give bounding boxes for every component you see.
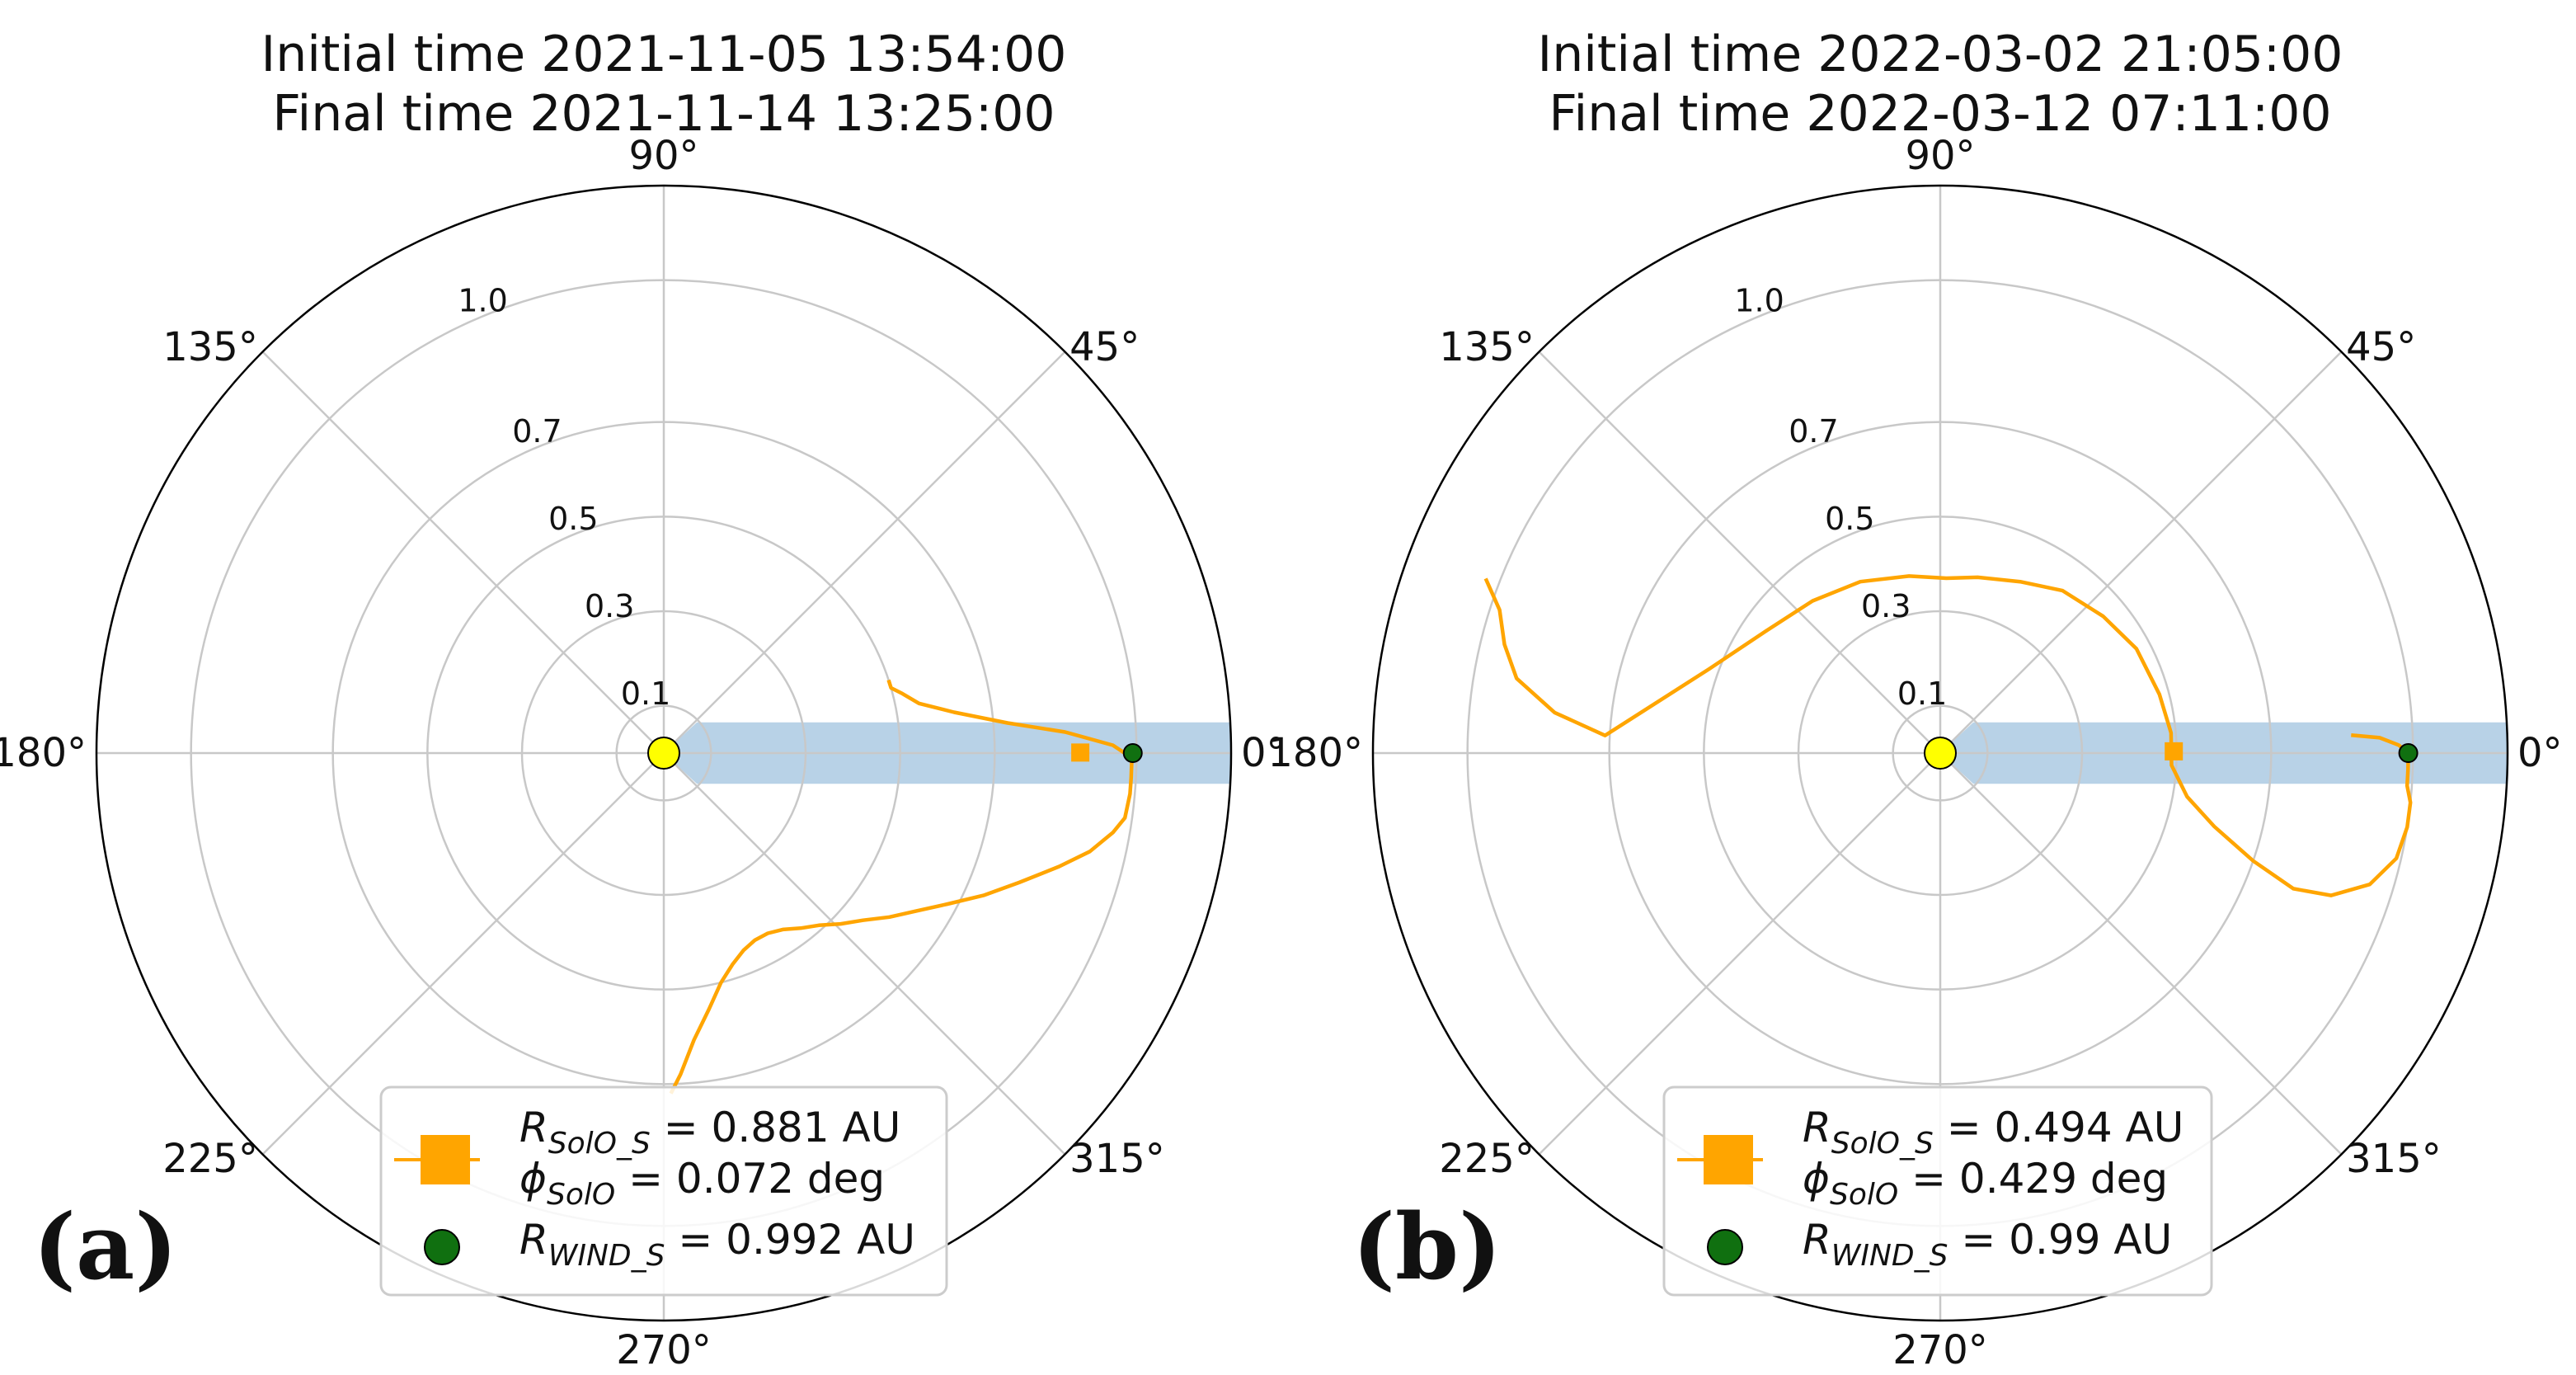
solo-position-marker (1071, 743, 1090, 762)
radial-gridline (331, 421, 996, 1085)
angle-tick-label: 315° (1069, 1136, 1165, 1182)
radial-gridline (426, 516, 901, 991)
angle-tick-label: 0° (1241, 730, 1286, 776)
panel-a-title-line-2: Final time 2021-11-14 13:25:00 (272, 85, 1055, 143)
radial-tick-label: 0.1 (1897, 676, 1947, 712)
radial-tick-label: 0.1 (621, 676, 670, 712)
angle-tick-label: 270° (616, 1327, 712, 1373)
radial-tick-label: 0.5 (548, 501, 598, 537)
panel-a-series-layer (647, 679, 1143, 1095)
radial-tick-label: 0.5 (1825, 501, 1874, 537)
panel-b: Initial time 2022-03-02 21:05:00 Final t… (1267, 26, 2562, 1373)
angle-tick-label: 0° (2517, 730, 2563, 776)
radial-gridline (1608, 421, 2273, 1085)
angle-tick-label: 225° (1439, 1136, 1535, 1182)
angle-tick-label: 135° (1439, 324, 1535, 370)
panel-a-label: (a) (33, 1194, 177, 1300)
legend-solo-square-icon (1704, 1135, 1753, 1184)
panel-a-title-line-1: Initial time 2021-11-05 13:54:00 (261, 26, 1067, 83)
legend-solo-phi-value: = 0.429 deg (1898, 1155, 2168, 1203)
legend-wind-r: RWIND_S = 0.99 AU (1803, 1216, 2172, 1273)
sun-marker (647, 737, 680, 770)
angle-tick-label: 135° (162, 324, 258, 370)
panel-b-radial-ticks: 0.1 0.3 0.5 0.7 1.0 (1734, 282, 1947, 712)
legend-wind-marker-icon (1707, 1229, 1743, 1265)
angle-tick-label: 180° (1267, 730, 1363, 776)
legend-wind-marker-icon (424, 1229, 460, 1265)
radial-gridline (1797, 610, 2084, 897)
panel-b-series-layer (1483, 574, 2419, 897)
legend-solo-r-subscript: SolO_S (548, 1127, 651, 1161)
legend-solo-phi-value: = 0.072 deg (615, 1155, 885, 1203)
angle-tick-label: 225° (162, 1136, 258, 1182)
panel-b-angle-ticks: 0° 45° 90° 135° 180° 225° 270° 315° (1267, 133, 2562, 1373)
legend-wind-r-subscript: WIND_S (548, 1239, 665, 1273)
radial-tick-label: 0.3 (1861, 588, 1911, 624)
angle-tick-label: 45° (1069, 324, 1140, 370)
panel-b-legend: RSolO_S = 0.494 AU ϕSolO = 0.429 deg RWI… (1662, 1085, 2213, 1297)
legend-wind-r-symbol: R (519, 1216, 548, 1264)
legend-solo-r-symbol: R (519, 1104, 548, 1151)
sun-marker (1924, 737, 1957, 770)
legend-solo-phi-subscript: SolO (547, 1178, 615, 1212)
legend-solo-phi: ϕSolO = 0.072 deg (519, 1155, 885, 1212)
panel-b-grid-layer (1371, 184, 2509, 1322)
panel-a-legend: RSolO_S = 0.881 AU ϕSolO = 0.072 deg RWI… (379, 1085, 948, 1297)
panel-b-label: (b) (1352, 1194, 1502, 1300)
solo-trajectory-line (1483, 574, 2413, 897)
legend-solo-phi: ϕSolO = 0.429 deg (1803, 1155, 2168, 1212)
legend-solo-phi-symbol: ϕ (519, 1155, 547, 1203)
legend-box (1662, 1085, 2213, 1297)
angle-tick-label: 270° (1892, 1327, 1988, 1373)
angle-tick-label: 315° (2346, 1136, 2442, 1182)
panel-a-angle-ticks: 0° 45° 90° 135° 180° 225° 270° 315° (0, 133, 1286, 1373)
legend-solo-square-icon (421, 1135, 470, 1184)
panel-b-title-line-1: Initial time 2022-03-02 21:05:00 (1538, 26, 2343, 83)
radial-gridline (520, 610, 807, 897)
radial-tick-label: 1.0 (1734, 282, 1784, 318)
angle-tick-label: 90° (628, 133, 698, 179)
panel-a: Initial time 2021-11-05 13:54:00 Final t… (0, 26, 1286, 1373)
legend-solo-phi-symbol: ϕ (1803, 1155, 1830, 1203)
legend-wind-r-value: = 0.992 AU (665, 1216, 915, 1264)
solo-position-marker (2165, 742, 2183, 760)
legend-solo-r-value: = 0.881 AU (651, 1104, 901, 1151)
wind-position-marker (2398, 743, 2419, 763)
legend-solo-r-symbol: R (1803, 1104, 1831, 1151)
panel-b-title-line-2: Final time 2022-03-12 07:11:00 (1549, 85, 2331, 143)
legend-solo-r-subscript: SolO_S (1831, 1127, 1934, 1161)
radial-tick-label: 0.7 (1789, 413, 1838, 450)
legend-solo-r: RSolO_S = 0.881 AU (519, 1104, 900, 1161)
legend-solo-r-value: = 0.494 AU (1934, 1104, 2184, 1151)
legend-solo-phi-subscript: SolO (1830, 1178, 1898, 1212)
legend-wind-r-subscript: WIND_S (1831, 1239, 1948, 1273)
legend-wind-r-symbol: R (1803, 1216, 1831, 1264)
angle-tick-label: 90° (1905, 133, 1975, 179)
solo-trajectory-line (669, 679, 1134, 1095)
polar-frame (95, 184, 1233, 1322)
polar-frame (1371, 184, 2509, 1322)
radial-gridline (1892, 704, 1989, 802)
radial-tick-label: 1.0 (458, 282, 507, 318)
legend-box (379, 1085, 948, 1297)
legend-wind-r: RWIND_S = 0.992 AU (519, 1216, 915, 1273)
radial-tick-label: 0.3 (585, 588, 634, 624)
angle-tick-label: 180° (0, 730, 87, 776)
legend-wind-r-value: = 0.99 AU (1948, 1216, 2172, 1264)
legend-solo-r: RSolO_S = 0.494 AU (1803, 1104, 2183, 1161)
panel-a-radial-ticks: 0.1 0.3 0.5 0.7 1.0 (458, 282, 670, 712)
radial-tick-label: 0.7 (512, 413, 562, 450)
wind-position-marker (1122, 743, 1143, 763)
angle-tick-label: 45° (2346, 324, 2416, 370)
radial-gridline (615, 704, 712, 802)
